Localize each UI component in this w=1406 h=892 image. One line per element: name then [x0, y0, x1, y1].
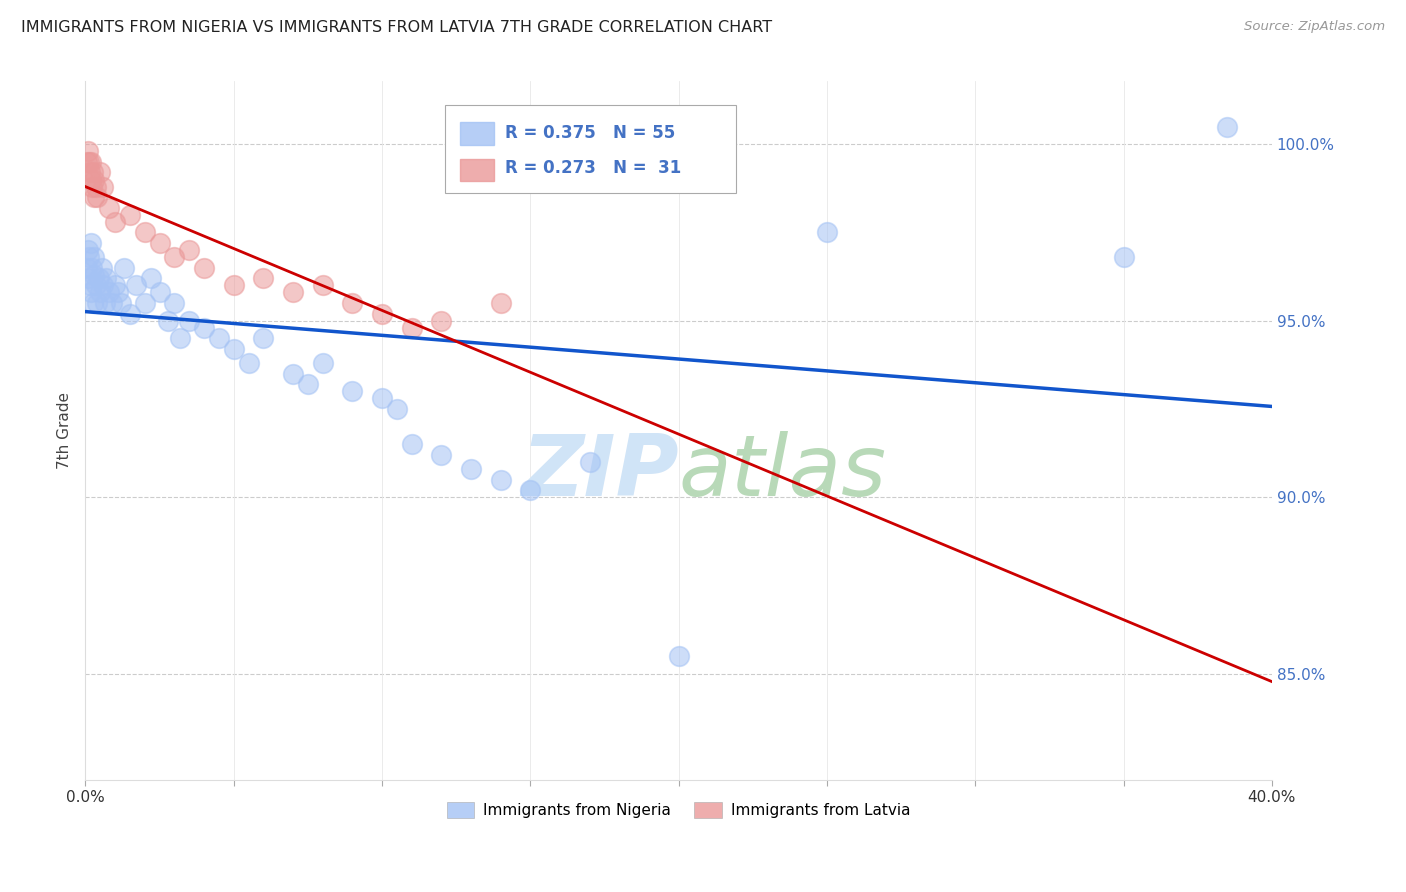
- Point: [208, 331, 231, 345]
- Point: [489, 296, 512, 310]
- Point: [460, 462, 482, 476]
- Point: [385, 401, 408, 416]
- Point: [222, 278, 245, 293]
- Point: [489, 473, 512, 487]
- Point: [104, 278, 127, 293]
- Text: ZIP: ZIP: [522, 431, 679, 514]
- FancyBboxPatch shape: [460, 122, 494, 145]
- Point: [281, 285, 304, 300]
- Point: [104, 215, 127, 229]
- Point: [76, 154, 98, 169]
- Point: [80, 172, 103, 186]
- Point: [252, 331, 274, 345]
- Point: [297, 377, 319, 392]
- Point: [83, 190, 105, 204]
- Point: [134, 296, 156, 310]
- Point: [77, 154, 100, 169]
- Point: [118, 208, 141, 222]
- Point: [430, 314, 453, 328]
- Text: R = 0.273   N =  31: R = 0.273 N = 31: [505, 159, 682, 178]
- Point: [84, 278, 107, 293]
- Point: [371, 307, 394, 321]
- Point: [101, 296, 124, 310]
- Point: [89, 165, 111, 179]
- FancyBboxPatch shape: [444, 105, 735, 193]
- Point: [80, 179, 103, 194]
- Point: [87, 271, 110, 285]
- Point: [76, 260, 98, 275]
- Point: [401, 320, 423, 334]
- Point: [668, 648, 690, 663]
- Point: [578, 455, 600, 469]
- Point: [91, 179, 114, 194]
- Point: [79, 278, 101, 293]
- Y-axis label: 7th Grade: 7th Grade: [58, 392, 72, 468]
- Point: [238, 356, 260, 370]
- Point: [82, 165, 104, 179]
- Point: [93, 296, 115, 310]
- Point: [281, 367, 304, 381]
- Point: [519, 483, 541, 497]
- Point: [342, 296, 364, 310]
- Text: IMMIGRANTS FROM NIGERIA VS IMMIGRANTS FROM LATVIA 7TH GRADE CORRELATION CHART: IMMIGRANTS FROM NIGERIA VS IMMIGRANTS FR…: [21, 20, 772, 35]
- Text: atlas: atlas: [679, 431, 887, 514]
- Point: [371, 392, 394, 406]
- Point: [84, 179, 107, 194]
- Point: [83, 268, 105, 282]
- Point: [139, 271, 162, 285]
- Point: [222, 342, 245, 356]
- Point: [80, 235, 103, 250]
- Point: [77, 145, 100, 159]
- Point: [134, 226, 156, 240]
- Point: [86, 296, 108, 310]
- Text: Source: ZipAtlas.com: Source: ZipAtlas.com: [1244, 20, 1385, 33]
- Point: [179, 243, 201, 257]
- Point: [79, 165, 101, 179]
- Point: [89, 285, 111, 300]
- Point: [90, 260, 112, 275]
- Legend: Immigrants from Nigeria, Immigrants from Latvia: Immigrants from Nigeria, Immigrants from…: [440, 797, 917, 824]
- Point: [815, 226, 838, 240]
- Point: [342, 384, 364, 399]
- Point: [77, 243, 100, 257]
- Point: [80, 285, 103, 300]
- Point: [193, 260, 215, 275]
- Point: [80, 260, 103, 275]
- Point: [312, 278, 335, 293]
- Point: [1112, 250, 1135, 264]
- Point: [98, 201, 121, 215]
- Point: [82, 296, 104, 310]
- Point: [86, 190, 108, 204]
- Point: [401, 437, 423, 451]
- Point: [76, 271, 98, 285]
- Point: [80, 154, 103, 169]
- Point: [163, 250, 186, 264]
- Point: [112, 260, 135, 275]
- Point: [94, 271, 117, 285]
- Point: [118, 307, 141, 321]
- Point: [107, 285, 129, 300]
- Point: [179, 314, 201, 328]
- Point: [1216, 120, 1239, 134]
- Point: [163, 296, 186, 310]
- Text: R = 0.375   N = 55: R = 0.375 N = 55: [505, 124, 676, 142]
- Point: [77, 250, 100, 264]
- Point: [157, 314, 180, 328]
- FancyBboxPatch shape: [460, 159, 494, 181]
- Point: [148, 235, 170, 250]
- Point: [252, 271, 274, 285]
- Point: [83, 172, 105, 186]
- Point: [193, 320, 215, 334]
- Point: [91, 278, 114, 293]
- Point: [430, 448, 453, 462]
- Point: [110, 296, 132, 310]
- Point: [98, 285, 121, 300]
- Point: [83, 250, 105, 264]
- Point: [312, 356, 335, 370]
- Point: [148, 285, 170, 300]
- Point: [169, 331, 191, 345]
- Point: [125, 278, 148, 293]
